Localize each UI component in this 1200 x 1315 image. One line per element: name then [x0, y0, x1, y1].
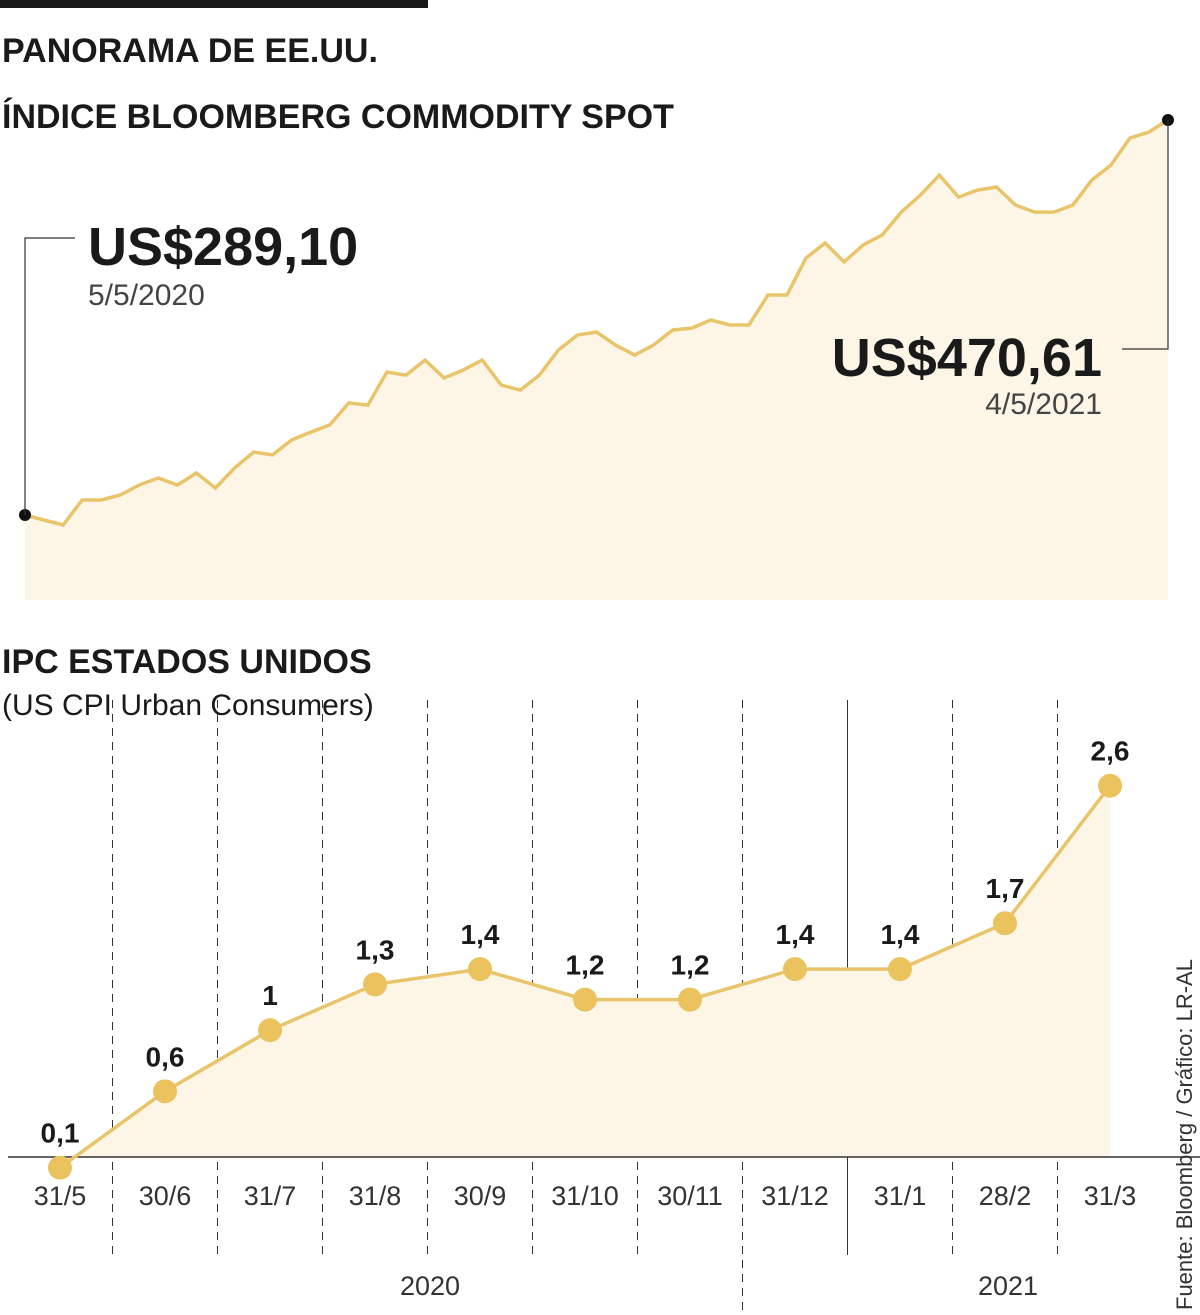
marker — [573, 987, 597, 1012]
marker — [153, 1079, 177, 1104]
data-label: 0,6 — [146, 1041, 185, 1072]
leader — [1122, 120, 1169, 350]
marker — [1098, 773, 1122, 798]
data-label: 1 — [262, 980, 278, 1011]
data-label: 1,4 — [776, 919, 815, 950]
callout-value: US$470,61 — [832, 328, 1102, 388]
x-tick-label: 31/7 — [244, 1181, 297, 1211]
cpi-title: IPC ESTADOS UNIDOS — [2, 643, 372, 681]
source: Fuente: Bloomberg / Gráfico: LR-AL — [1172, 959, 1197, 1310]
callout-date: 4/5/2021 — [985, 388, 1102, 421]
cpi-subtitle: (US CPI Urban Consumers) — [2, 689, 374, 722]
x-tick-label: 31/8 — [349, 1181, 402, 1211]
data-label: 0,1 — [41, 1118, 80, 1149]
data-label: 1,7 — [986, 873, 1025, 904]
area-fill — [60, 785, 1110, 1168]
marker — [678, 987, 702, 1012]
x-tick-label: 28/2 — [979, 1181, 1032, 1211]
x-tick-label: 30/11 — [657, 1181, 723, 1211]
year-label: 2020 — [400, 1271, 460, 1301]
title: PANORAMA DE EE.UU. — [2, 32, 378, 70]
area-fill — [25, 120, 1168, 600]
x-tick-label: 31/12 — [761, 1181, 829, 1211]
marker — [993, 911, 1017, 936]
marker — [363, 972, 387, 997]
x-tick-label: 31/3 — [1084, 1181, 1137, 1211]
line — [24, 118, 1169, 527]
marker — [258, 1018, 282, 1043]
marker — [783, 957, 807, 982]
x-tick-label: 31/10 — [551, 1181, 619, 1211]
marker — [888, 957, 912, 982]
callout-date: 5/5/2020 — [88, 279, 205, 312]
marker — [468, 957, 492, 982]
data-label: 1,3 — [356, 934, 395, 965]
x-tick-label: 31/1 — [874, 1181, 927, 1211]
x-tick-label: 31/5 — [34, 1181, 87, 1211]
leader — [24, 237, 75, 515]
marker — [48, 1155, 72, 1180]
callout-value: US$289,10 — [88, 217, 358, 277]
top-bar — [0, 0, 428, 8]
data-label: 1,2 — [566, 950, 605, 981]
subtitle: ÍNDICE BLOOMBERG COMMODITY SPOT — [2, 98, 674, 136]
data-label: 1,4 — [461, 919, 500, 950]
data-label: 2,6 — [1091, 736, 1130, 767]
data-label: 1,4 — [881, 919, 920, 950]
x-tick-label: 30/9 — [454, 1181, 507, 1211]
x-tick-label: 30/6 — [139, 1181, 192, 1211]
data-label: 1,2 — [671, 950, 710, 981]
year-label: 2021 — [978, 1271, 1038, 1301]
